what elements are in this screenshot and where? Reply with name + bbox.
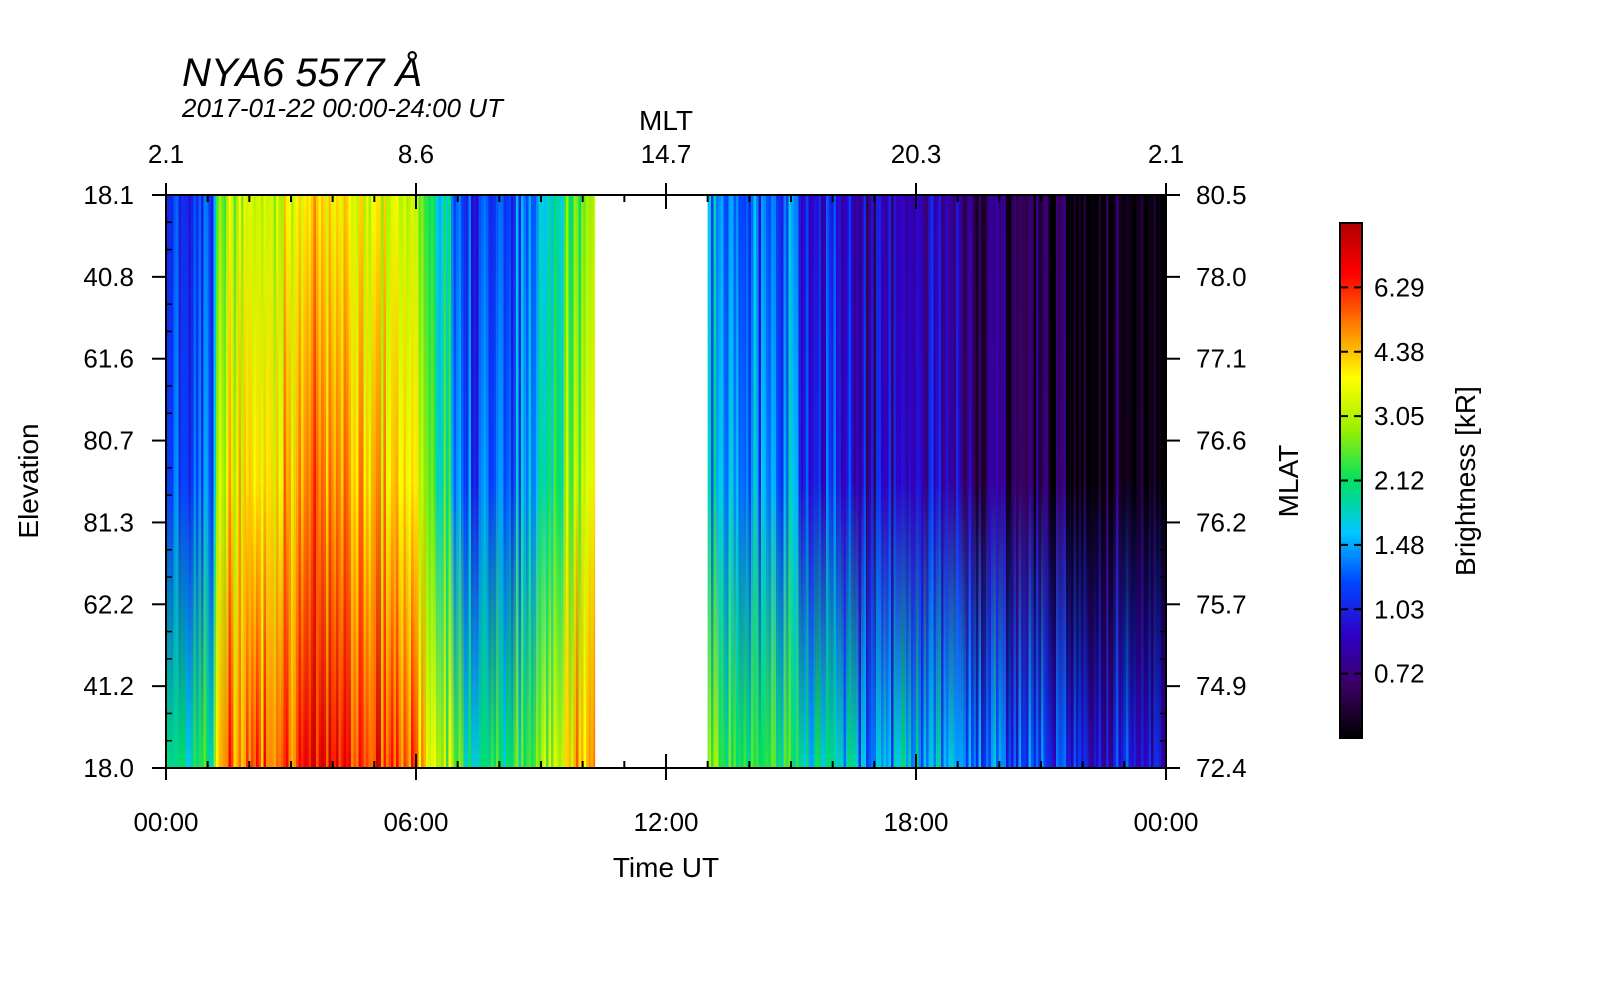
right-axis-label: MLAT	[1273, 445, 1304, 518]
top-tick-label: 2.1	[1148, 139, 1184, 169]
right-tick-label: 72.4	[1196, 753, 1247, 783]
y-axis: 18.1 40.8 61.6 80.7 81.3 62.2 41.2 18.0	[83, 180, 172, 783]
x-tick-label: 12:00	[633, 807, 698, 837]
right-axis: 80.5 78.0 77.1 76.6 76.2 75.7 74.9 72.4	[1160, 180, 1247, 783]
x-axis-label: Time UT	[613, 852, 719, 883]
colorbar-ticks: 6.29 4.38 3.05 2.12 1.48 1.03 0.72	[1340, 272, 1425, 689]
top-axis-label: MLT	[639, 105, 693, 136]
right-tick-label: 76.2	[1196, 507, 1247, 537]
top-tick-label: 8.6	[398, 139, 434, 169]
keogram-image	[166, 195, 1166, 768]
y-tick-label: 61.6	[83, 344, 134, 374]
right-tick-label: 77.1	[1196, 344, 1247, 374]
colorbar-tick-label: 2.12	[1374, 466, 1425, 496]
top-axis: 2.1 8.6 14.7 20.3 2.1	[148, 139, 1184, 195]
y-tick-label: 80.7	[83, 426, 134, 456]
right-tick-label: 80.5	[1196, 180, 1247, 210]
top-tick-label: 2.1	[148, 139, 184, 169]
y-tick-label: 81.3	[83, 507, 134, 537]
colorbar-tick-label: 6.29	[1374, 272, 1425, 302]
x-axis: 00:00 06:00 12:00 18:00 00:00	[133, 195, 1199, 837]
chart-title: NYA6 5577 Å	[182, 50, 422, 95]
y-tick-label: 18.1	[83, 180, 134, 210]
colorbar-tick-label: 4.38	[1374, 337, 1425, 367]
colorbar-tick-label: 1.48	[1374, 530, 1425, 560]
right-tick-label: 74.9	[1196, 671, 1247, 701]
right-tick-label: 78.0	[1196, 262, 1247, 292]
x-tick-label: 18:00	[883, 807, 948, 837]
y-tick-label: 62.2	[83, 589, 134, 619]
chart-subtitle: 2017-01-22 00:00-24:00 UT	[181, 93, 505, 123]
colorbar-tick-label: 3.05	[1374, 401, 1425, 431]
x-tick-label: 06:00	[383, 807, 448, 837]
y-axis-label: Elevation	[13, 423, 44, 538]
top-tick-label: 20.3	[891, 139, 942, 169]
right-tick-label: 76.6	[1196, 426, 1247, 456]
data-gap	[595, 195, 708, 768]
y-tick-label: 40.8	[83, 262, 134, 292]
x-tick-label: 00:00	[133, 807, 198, 837]
colorbar-tick-label: 1.03	[1374, 594, 1425, 624]
colorbar-label: Brightness [kR]	[1450, 386, 1481, 576]
right-tick-label: 75.7	[1196, 589, 1247, 619]
colorbar-tick-label: 0.72	[1374, 659, 1425, 689]
top-tick-label: 14.7	[641, 139, 692, 169]
x-tick-label: 00:00	[1133, 807, 1198, 837]
y-tick-label: 41.2	[83, 671, 134, 701]
y-tick-label: 18.0	[83, 753, 134, 783]
